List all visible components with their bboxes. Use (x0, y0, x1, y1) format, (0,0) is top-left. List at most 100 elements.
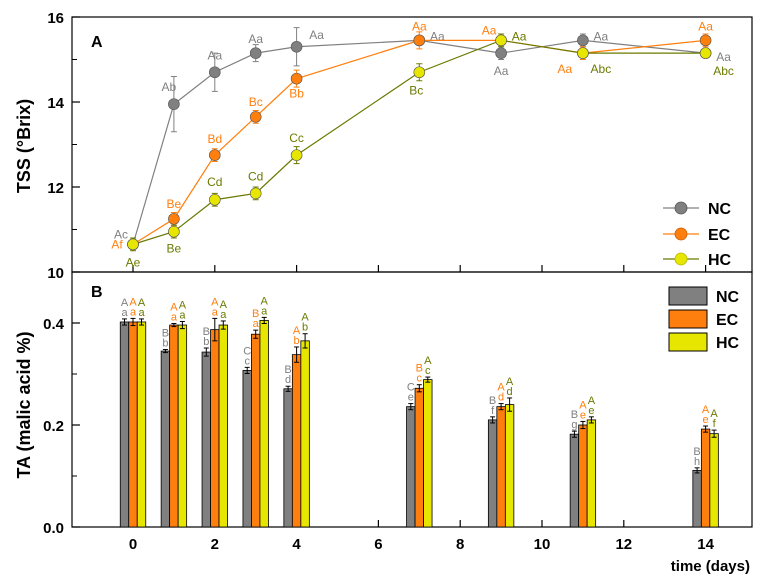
b-ytick-label: 0.2 (43, 418, 64, 435)
panel-a-label: A (91, 34, 103, 51)
b-bar-ec (578, 424, 588, 528)
a-letters-nc: Aa (594, 29, 609, 43)
a-point-ec (249, 111, 262, 123)
legend-a-marker-ec (674, 227, 688, 241)
a-letters-ec: Be (167, 197, 182, 211)
a-letters-nc: Aa (430, 29, 445, 43)
legend-b-label-nc: NC (716, 289, 740, 306)
b-bar-nc (692, 469, 702, 528)
b-letter-lower-nc: f (491, 405, 495, 417)
b-letter-upper-hc: A (138, 297, 146, 309)
legend-a-label-hc: HC (708, 252, 732, 269)
b-bar-nc (119, 321, 130, 528)
legend-a-label-nc: NC (708, 201, 732, 218)
a-letters-ec: Aa (412, 19, 427, 33)
a-letters-nc: Aa (494, 64, 509, 78)
a-letters-ec: Aa (698, 19, 713, 33)
a-point-hc (249, 187, 262, 200)
b-bar-nc (487, 419, 498, 528)
b-letter-upper-nc: C (407, 382, 415, 394)
a-letters-nc: Aa (207, 48, 222, 62)
a-point-hc (209, 193, 221, 206)
y-axis-title-ta: TA (malic acid %) (14, 331, 34, 478)
b-letter-upper-hc: A (710, 408, 718, 420)
a-letters-nc: Aa (309, 28, 324, 42)
a-point-nc (209, 66, 221, 79)
b-bar-ec (169, 324, 179, 528)
b-letter-upper-ec: A (497, 382, 505, 394)
x-axis-title: time (days) (671, 558, 750, 575)
a-letters-hc: Cc (289, 131, 304, 145)
a-ytick-label: 12 (47, 180, 64, 197)
a-point-hc (577, 47, 589, 59)
b-letter-lower-nc: h (694, 456, 700, 468)
b-letter-upper-nc: B (162, 328, 169, 340)
b-xtick-label: 4 (292, 536, 301, 553)
a-point-ec (699, 34, 712, 47)
a-point-hc (413, 66, 426, 79)
legend-b: NC EC HC (668, 286, 740, 352)
b-letter-lower-nc: b (203, 336, 209, 348)
legend-a-label-ec: EC (708, 227, 731, 244)
a-point-hc (127, 238, 139, 251)
b-bar-ec (128, 321, 138, 528)
b-bar-hc (218, 324, 228, 528)
b-letter-upper-hc: A (588, 395, 596, 407)
a-ytick-label: 16 (47, 10, 64, 27)
b-xtick-label: 12 (615, 536, 632, 553)
b-bar-nc (242, 370, 252, 528)
a-letters-hc: Aa (512, 29, 527, 43)
a-ytick-label: 10 (47, 265, 64, 282)
b-letter-lower-ec: a (253, 318, 260, 330)
a-letters-nc: Ab (162, 80, 177, 94)
b-letter-upper-nc: C (243, 345, 251, 357)
b-ytick-label: 0.4 (43, 316, 65, 333)
legend-b-swatch-hc (668, 332, 708, 352)
b-xtick-label: 2 (211, 536, 219, 553)
a-point-ec (168, 213, 180, 225)
legend-b-swatch-ec (668, 309, 708, 329)
b-letter-lower-hc: c (425, 365, 431, 377)
b-bar-nc (160, 350, 171, 528)
a-letters-nc: Aa (716, 50, 731, 64)
b-bar-nc (283, 388, 293, 528)
legend-b-swatch-nc (668, 286, 708, 306)
b-bar-hc (300, 340, 310, 528)
b-xtick-label: 14 (697, 536, 714, 553)
b-letter-upper-hc: A (424, 355, 432, 367)
legend-a-marker-nc (674, 201, 688, 215)
b-bar-ec (414, 387, 424, 528)
a-point-hc (495, 34, 507, 47)
b-letter-upper-hc: A (301, 312, 309, 324)
a-point-ec (290, 72, 303, 85)
a-letters-ec: Aa (558, 62, 573, 76)
b-letter-lower-nc: c (244, 355, 250, 367)
b-letter-lower-hc: e (588, 405, 594, 417)
b-bar-ec (496, 406, 506, 528)
b-letter-lower-ec: e (580, 409, 586, 421)
b-bar-ec (210, 329, 220, 528)
legend-a-marker-hc (674, 252, 688, 266)
b-xtick-label: 10 (534, 536, 551, 553)
b-bar-hc (586, 419, 597, 528)
b-letter-lower-nc: d (285, 374, 291, 386)
b-bar-hc (136, 321, 147, 528)
b-letter-upper-nc: B (489, 395, 496, 407)
b-bar-nc (406, 406, 416, 528)
b-bar-hc (709, 433, 719, 528)
a-point-nc (495, 47, 507, 59)
b-letter-lower-hc: b (302, 322, 308, 334)
b-letter-upper-nc: B (693, 446, 700, 458)
b-letter-upper-ec: A (170, 302, 178, 314)
b-letter-lower-ec: a (212, 306, 219, 318)
b-letter-upper-hc: A (220, 299, 228, 311)
b-xtick-label: 0 (129, 536, 137, 553)
b-letter-upper-nc: B (284, 364, 291, 376)
b-xtick-label: 6 (374, 536, 382, 553)
b-letter-upper-ec: A (293, 325, 301, 337)
b-letter-upper-hc: A (261, 295, 269, 307)
b-bar-hc (259, 320, 269, 528)
b-letter-upper-nc: B (203, 326, 210, 338)
a-point-hc (168, 225, 180, 238)
a-letters-hc: Bc (409, 83, 423, 97)
